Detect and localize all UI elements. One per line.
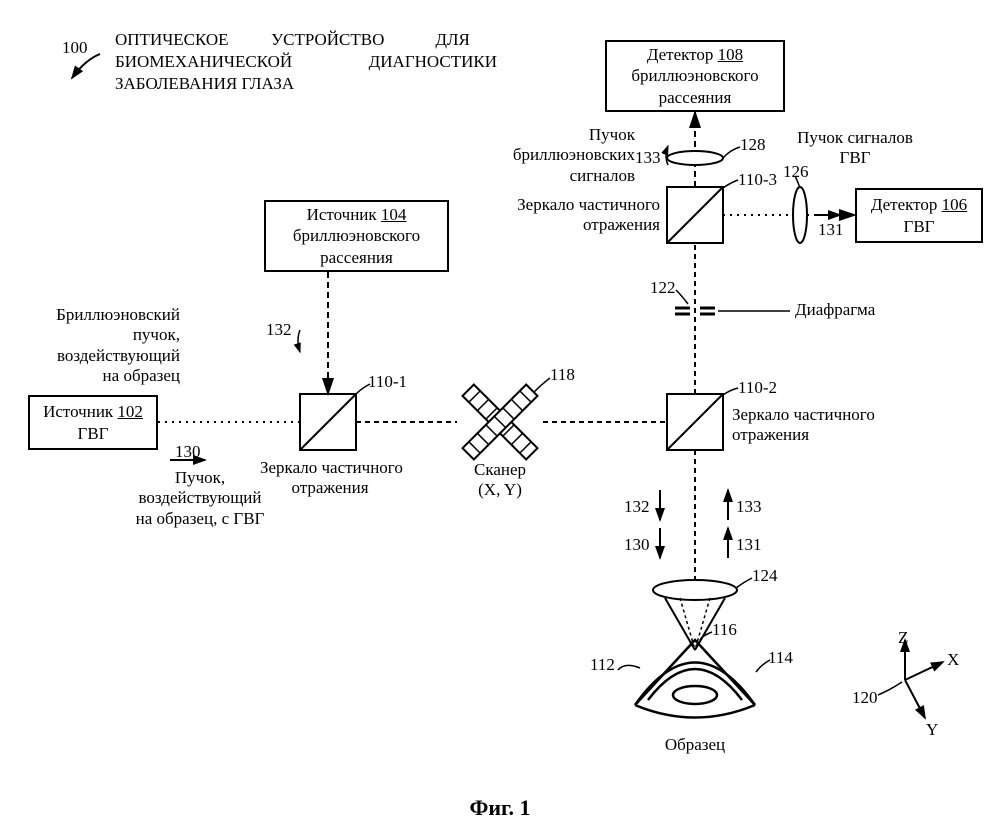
box-det-brill: Детектор 108бриллюэновскогорассеяния: [605, 40, 785, 112]
label-brill-sig: Пучок бриллюэновских сигналов: [505, 125, 635, 186]
num-131a: 131: [818, 220, 844, 240]
label-bs1: Зеркало частичного отражения: [260, 458, 400, 499]
num-bs3: 110-3: [738, 170, 777, 190]
box-det-shg: Детектор 106ГВГ: [855, 188, 983, 243]
num-133b: 133: [736, 497, 762, 517]
label-shg-probe: Пучок, воздействующий на образец, с ГВГ: [125, 468, 275, 529]
num-112: 112: [590, 655, 615, 675]
label-aperture: Диафрагма: [795, 300, 875, 320]
num-124: 124: [752, 566, 778, 586]
box-src-brill: Источник 104бриллюэновскогорассеяния: [264, 200, 449, 272]
num-114: 114: [768, 648, 793, 668]
label-shg-sig: Пучок сигналов ГВГ: [790, 128, 920, 169]
axis-x: X: [947, 650, 959, 670]
title-line2: БИОМЕХАНИЧЕСКОЙ ДИАГНОСТИКИ: [115, 52, 505, 72]
num-scanner: 118: [550, 365, 575, 385]
axes-xyz: [905, 640, 943, 718]
label-bs3: Зеркало частичного отражения: [500, 195, 660, 236]
num-116: 116: [712, 620, 737, 640]
num-131b: 131: [736, 535, 762, 555]
num-132a: 132: [266, 320, 292, 340]
label-scanner: Сканер (X, Y): [455, 460, 545, 501]
num-120: 120: [852, 688, 878, 708]
num-128: 128: [740, 135, 766, 155]
sample-eye: [635, 640, 755, 718]
num-132b: 132: [624, 497, 650, 517]
num-bs2: 110-2: [738, 378, 777, 398]
num-aperture: 122: [650, 278, 676, 298]
figure-caption: Фиг. 1: [440, 795, 560, 821]
ref-100: 100: [62, 38, 88, 58]
box-src-shg: Источник 102ГВГ: [28, 395, 158, 450]
title-line1: ОПТИЧЕСКОЕ УСТРОЙСТВО ДЛЯ: [115, 30, 505, 50]
scanner-icon: [463, 385, 538, 460]
title-line3: ЗАБОЛЕВАНИЯ ГЛАЗА: [115, 74, 294, 94]
num-130a: 130: [175, 442, 201, 462]
lens-128: [667, 151, 723, 165]
num-bs1: 110-1: [368, 372, 407, 392]
axis-z: Z: [898, 628, 908, 648]
label-sample: Образец: [655, 735, 735, 755]
num-130b: 130: [624, 535, 650, 555]
num-133a: 133: [635, 148, 661, 168]
lens-124: [653, 580, 737, 600]
axis-y: Y: [926, 720, 938, 740]
label-bs2: Зеркало частичного отражения: [732, 405, 892, 446]
label-brill-probe: Бриллюэновский пучок, воздействующий на …: [40, 305, 180, 387]
lens-126: [793, 187, 807, 243]
